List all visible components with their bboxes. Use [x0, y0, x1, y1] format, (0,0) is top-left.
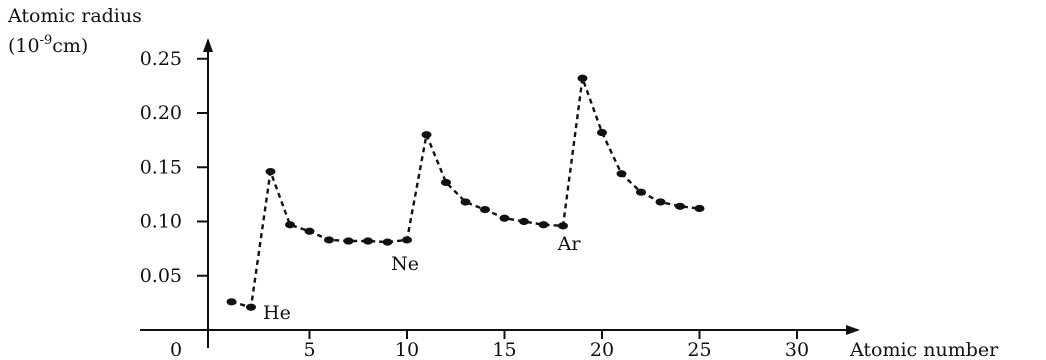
data-point: [324, 236, 334, 244]
data-point: [421, 131, 432, 139]
data-point: [363, 237, 373, 245]
annotation-ar: Ar: [557, 233, 582, 255]
x-tick-label: 30: [785, 339, 809, 360]
y-tick-label: 0.25: [140, 48, 182, 70]
data-point: [460, 198, 471, 206]
data-point: [538, 221, 549, 229]
data-point: [577, 74, 588, 82]
y-tick-label: 0.10: [140, 211, 182, 233]
x-tick-label: 25: [687, 339, 711, 360]
data-point: [382, 238, 393, 246]
annotation-he: He: [263, 302, 291, 324]
data-point: [675, 202, 685, 210]
data-point: [402, 236, 412, 244]
x-tick-label: 15: [492, 339, 516, 360]
data-point: [246, 303, 256, 311]
y-tick-label: 0.20: [140, 102, 182, 124]
origin-label: 0: [170, 339, 182, 360]
x-axis-title: Atomic number: [849, 339, 999, 360]
data-point: [285, 221, 295, 229]
y-axis-title: Atomic radius: [7, 5, 142, 27]
data-point: [265, 167, 276, 176]
data-point: [616, 170, 627, 178]
y-axis-unit: (10-9cm): [8, 33, 88, 57]
x-tick-label: 20: [590, 339, 614, 360]
y-tick-label: 0.15: [140, 156, 182, 178]
data-point: [636, 188, 646, 196]
data-points: [226, 74, 705, 311]
data-point: [558, 222, 568, 230]
x-tick-label: 5: [303, 339, 315, 360]
data-point: [480, 205, 490, 214]
data-point: [343, 237, 354, 245]
annotation-ne: Ne: [391, 253, 419, 275]
x-tick-label: 10: [395, 339, 419, 360]
data-point: [304, 227, 315, 235]
data-point: [519, 217, 529, 226]
annotations: He Ne Ar: [263, 233, 581, 324]
y-tick-label: 0.05: [140, 265, 182, 287]
data-point: [597, 128, 607, 137]
data-point: [499, 214, 510, 222]
data-point: [655, 198, 666, 206]
data-point: [694, 204, 705, 213]
data-point: [226, 298, 237, 306]
series-connector: [231, 77, 700, 309]
tick-group: 5 10 15 20 25 30 0.05 0.10 0.15 0.20 0.25: [140, 48, 809, 360]
data-point: [441, 178, 451, 187]
